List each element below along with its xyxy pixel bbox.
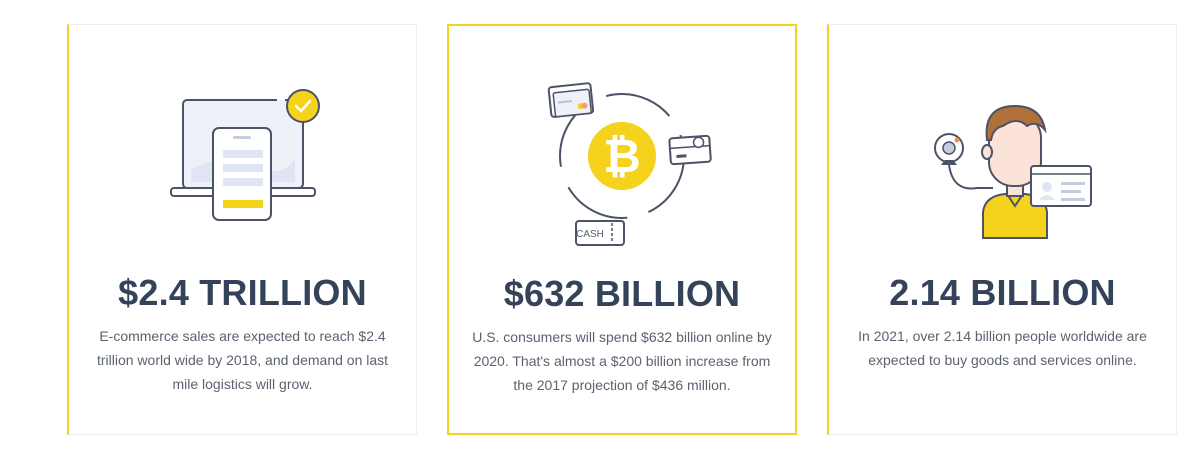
stat-card-us-consumers: ₿ CASH $632 BILLION U.S. consumers wil xyxy=(447,24,797,435)
bitcoin-payment-methods-icon: ₿ CASH xyxy=(449,71,795,246)
stat-description: U.S. consumers will spend $632 billion o… xyxy=(472,329,772,393)
cash-label: CASH xyxy=(576,229,604,240)
stat-value: $632 BILLION xyxy=(503,273,741,314)
person-webcam-id-card-icon xyxy=(829,70,1176,240)
stat-description: In 2021, over 2.14 billion people worldw… xyxy=(858,328,1147,368)
stat-value: 2.14 BILLION xyxy=(889,272,1116,313)
stat-card-ecommerce: $2.4 TRILLION E-commerce sales are expec… xyxy=(67,24,417,435)
laptop-phone-checkmark-icon xyxy=(69,70,416,240)
stat-card-worldwide-buyers: 2.14 BILLION In 2021, over 2.14 billion … xyxy=(827,24,1177,435)
stat-value: $2.4 TRILLION xyxy=(118,272,367,313)
svg-text:₿: ₿ xyxy=(603,129,641,183)
stat-description: E-commerce sales are expected to reach $… xyxy=(96,328,389,392)
